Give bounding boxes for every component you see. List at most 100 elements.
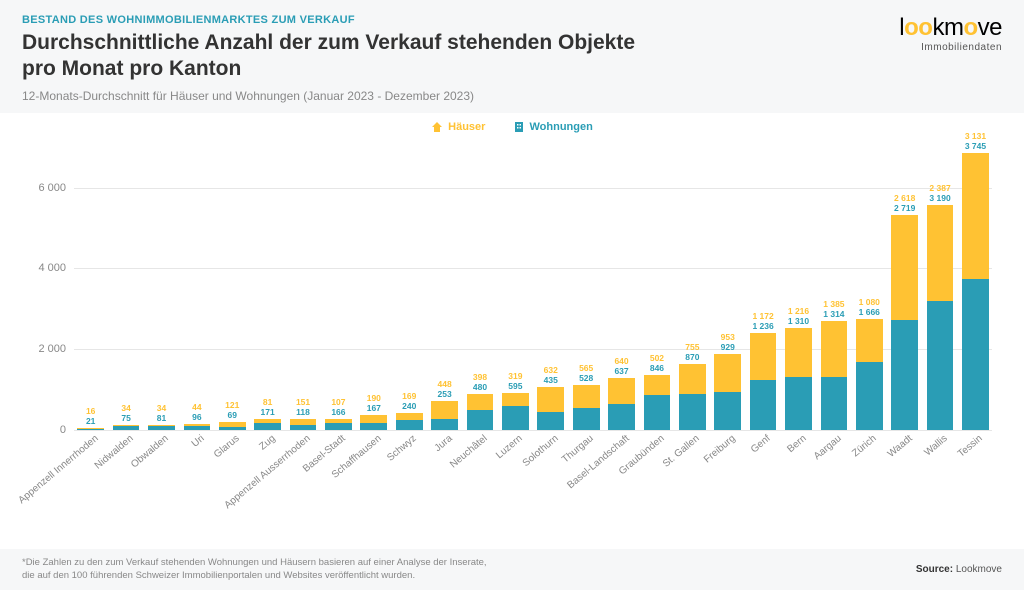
bar-segment-wohnungen [750, 380, 777, 430]
bar-segment-wohnungen [927, 301, 954, 430]
legend: Häuser Wohnungen [0, 113, 1024, 138]
bar-slot: 3481Obwalden [145, 148, 178, 430]
value-label-wohnungen: 870 [667, 352, 717, 362]
category-label: Aargau [812, 433, 844, 462]
bar-segment-haeuser [644, 375, 671, 395]
bar-stack [644, 375, 671, 429]
footnote: *Die Zahlen zu den zum Verkauf stehenden… [22, 557, 487, 582]
value-label-wohnungen: 846 [632, 363, 682, 373]
bar-segment-haeuser [537, 387, 564, 412]
bar-stack [891, 215, 918, 430]
bar-segment-wohnungen [679, 394, 706, 429]
value-label-wohnungen: 2 719 [880, 203, 930, 213]
bars-container: 1621Appenzell Innerrhoden3475Nidwalden34… [74, 148, 992, 430]
legend-item-wohnungen: Wohnungen [513, 121, 593, 133]
y-tick-label: 4 000 [22, 262, 66, 274]
y-tick-label: 0 [22, 424, 66, 436]
bar-slot: 107166Basel-Stadt [322, 148, 355, 430]
value-label-haeuser: 1 080 [844, 297, 894, 307]
bar-segment-wohnungen [502, 406, 529, 430]
category-label: Bern [785, 433, 808, 455]
title-line-2: pro Monat pro Kanton [22, 57, 241, 80]
bar-stack [750, 333, 777, 430]
value-label-wohnungen: 240 [384, 401, 434, 411]
category-label: Zürich [851, 433, 879, 459]
bar-stack [184, 424, 211, 430]
building-icon [513, 121, 525, 133]
bar-segment-wohnungen [113, 426, 140, 429]
category-label: Tessin [956, 433, 985, 460]
footer: *Die Zahlen zu den zum Verkauf stehenden… [0, 549, 1024, 590]
bar-slot: 502846Graubünden [640, 148, 673, 430]
bar-segment-wohnungen [148, 426, 175, 429]
bar-stack [254, 419, 281, 429]
bar-slot: 81171Zug [251, 148, 284, 430]
bar-segment-haeuser [608, 378, 635, 404]
category-label: Freiburg [702, 433, 738, 465]
page-title: Durchschnittliche Anzahl der zum Verkauf… [22, 30, 899, 83]
bar-segment-wohnungen [856, 362, 883, 429]
bar-stack [431, 401, 458, 429]
category-label: Zug [257, 433, 277, 453]
category-label: Wallis [922, 433, 949, 458]
category-label: Waadt [885, 433, 914, 460]
bar-slot: 2 3873 190Wallis [923, 148, 956, 430]
bar-segment-haeuser [573, 385, 600, 408]
bar-slot: 4496Uri [180, 148, 213, 430]
y-tick-label: 6 000 [22, 182, 66, 194]
bar-stack [325, 419, 352, 430]
logo-text: lookmove [899, 14, 1002, 42]
source-label: Source: [916, 564, 953, 575]
bar-stack [290, 419, 317, 430]
bar-segment-haeuser [360, 415, 387, 423]
bar-stack [219, 422, 246, 430]
bar-slot: 565528Thurgau [569, 148, 602, 430]
gridline [74, 430, 992, 431]
bar-segment-wohnungen [467, 410, 494, 429]
bar-stack [360, 415, 387, 429]
bar-stack [856, 319, 883, 430]
category-label: Jura [432, 433, 454, 454]
bar-segment-haeuser [927, 205, 954, 301]
bar-segment-wohnungen [785, 377, 812, 430]
bar-segment-wohnungen [360, 423, 387, 430]
bar-segment-wohnungen [254, 423, 281, 430]
source-value: Lookmove [956, 564, 1002, 575]
value-label-haeuser: 953 [703, 332, 753, 342]
logo-subtext: Immobiliendaten [899, 42, 1002, 53]
title-line-1: Durchschnittliche Anzahl der zum Verkauf… [22, 31, 635, 54]
bar-stack [714, 354, 741, 430]
source: Source: Lookmove [916, 564, 1002, 575]
bar-stack [77, 428, 104, 429]
bar-stack [608, 378, 635, 429]
bar-segment-haeuser [396, 413, 423, 420]
category-label: Neuchâtel [448, 433, 490, 470]
value-label-haeuser: 3 131 [950, 131, 1000, 141]
bar-stack [573, 385, 600, 429]
bar-stack [502, 393, 529, 430]
category-label: Uri [190, 433, 207, 450]
bar-segment-haeuser [679, 364, 706, 394]
bar-segment-haeuser [502, 393, 529, 406]
bar-segment-haeuser [962, 153, 989, 279]
category-label: Genf [749, 433, 773, 455]
bar-stack [821, 321, 848, 430]
bar-segment-wohnungen [219, 427, 246, 430]
bar-segment-haeuser [467, 394, 494, 410]
bar-slot: 3 1313 745Tessin [959, 148, 992, 430]
bar-stack [962, 153, 989, 430]
bar-stack [113, 425, 140, 429]
bar-segment-wohnungen [821, 377, 848, 430]
bar-slot: 953929Freiburg [711, 148, 744, 430]
bar-segment-haeuser [750, 333, 777, 380]
bar-segment-haeuser [821, 321, 848, 377]
bar-slot: 12169Glarus [216, 148, 249, 430]
bar-segment-wohnungen [608, 404, 635, 430]
bar-segment-haeuser [714, 354, 741, 392]
bar-stack [679, 364, 706, 429]
bar-segment-wohnungen [184, 426, 211, 430]
category-label: St. Gallen [661, 433, 702, 470]
bar-stack [537, 387, 564, 430]
bar-slot: 1 2161 310Bern [782, 148, 815, 430]
bar-segment-haeuser [785, 328, 812, 377]
